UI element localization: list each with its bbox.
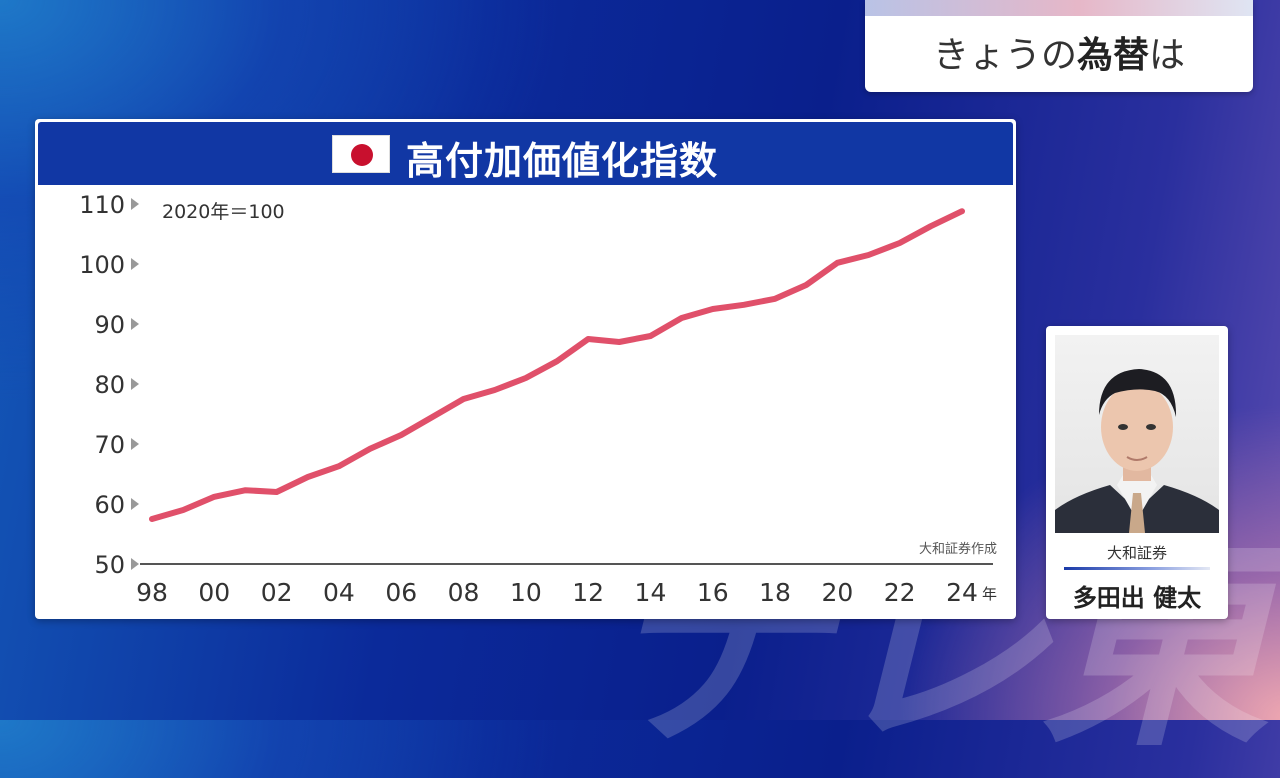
x-tick-label: 18: [759, 578, 791, 607]
chart-title: 高付加価値化指数: [406, 139, 719, 183]
x-tick-label: 16: [697, 578, 729, 607]
y-tick-label: 100: [79, 251, 125, 279]
guest-name: 多田出 健太: [1072, 584, 1202, 612]
x-tick-label: 08: [448, 578, 480, 607]
y-tick-marker: [131, 438, 139, 450]
source-label: 大和証券作成: [919, 541, 997, 557]
x-tick-label: 12: [572, 578, 604, 607]
y-tick-label: 70: [94, 431, 125, 459]
y-tick-label: 90: [94, 311, 125, 339]
topic-title: きょうの為替は: [865, 26, 1253, 78]
x-tick-label: 00: [198, 578, 230, 607]
chart-note: 2020年＝100: [162, 201, 285, 223]
x-tick-label: 22: [884, 578, 916, 607]
y-tick-marker: [131, 498, 139, 510]
japan-flag-icon: [332, 135, 390, 173]
series-line-0: [149, 208, 965, 522]
guest-photo: [1055, 335, 1219, 533]
x-tick-label: 20: [821, 578, 853, 607]
topic-bold: 為替: [1076, 35, 1149, 76]
guest-organization: 大和証券: [1106, 544, 1167, 562]
guest-divider: [1064, 567, 1210, 570]
x-tick-label: 14: [635, 578, 667, 607]
y-tick-marker: [131, 378, 139, 390]
topic-suffix: は: [1149, 35, 1186, 76]
topic-accent-strip: [865, 0, 1253, 16]
x-tick-label: 02: [261, 578, 293, 607]
y-tick-label: 60: [94, 491, 125, 519]
topic-box: きょうの為替は: [865, 0, 1253, 92]
y-tick-marker: [131, 318, 139, 330]
x-tick-label: 06: [385, 578, 417, 607]
x-tick-label: 24: [946, 578, 978, 607]
y-tick-marker: [131, 258, 139, 270]
x-tick-label: 04: [323, 578, 355, 607]
y-tick-marker: [131, 558, 139, 570]
x-tick-label: 98: [136, 578, 168, 607]
topic-prefix: きょうの: [932, 35, 1077, 76]
y-tick-label: 80: [94, 371, 125, 399]
guest-panel: 大和証券 多田出 健太: [1046, 326, 1228, 619]
x-tick-label: 10: [510, 578, 542, 607]
chart-panel: 高付加価値化指数 2020年＝100 大和証券作成 110 100 90 80 70 60…: [35, 119, 1016, 619]
line-chart: 2020年＝100 大和証券作成 110 100 90 80 70 60 50 98 00 02 0…: [79, 191, 997, 607]
y-tick-label: 110: [79, 191, 125, 219]
x-axis-unit: 年: [982, 585, 997, 603]
chart-header: 高付加価値化指数: [38, 122, 1013, 185]
y-tick-label: 50: [94, 551, 125, 579]
y-tick-marker: [131, 198, 139, 210]
